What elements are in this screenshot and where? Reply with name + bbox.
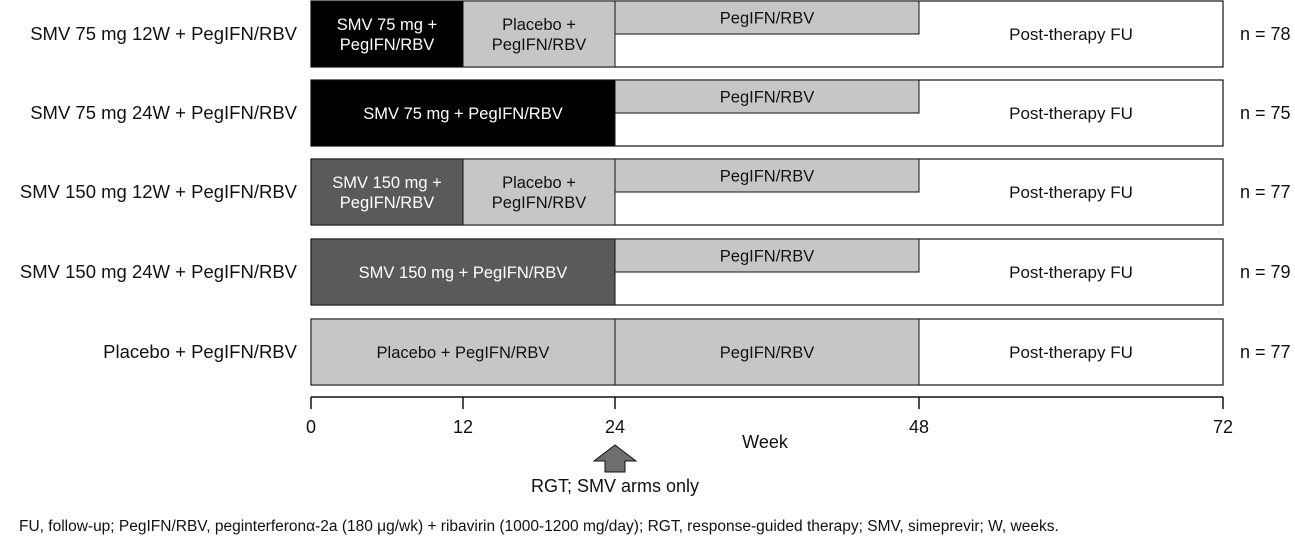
- segment-label: Placebo +: [502, 174, 576, 192]
- arm-row: SMV 150 mg 12W + PegIFN/RBV Post-therapy …: [20, 158, 1291, 226]
- arm-row: SMV 75 mg 12W + PegIFN/RBV Post-therapy F…: [30, 0, 1291, 68]
- segment-label: Placebo + PegIFN/RBV: [377, 344, 550, 362]
- tick-label: 24: [605, 417, 625, 437]
- segment-label: Placebo +: [502, 16, 576, 34]
- rgt-marker: RGT; SMV arms only: [531, 444, 699, 496]
- segment-label: SMV 75 mg + PegIFN/RBV: [363, 105, 562, 123]
- tick-label: 12: [453, 417, 473, 437]
- arm-n-count: n = 79: [1240, 262, 1291, 282]
- footnote: FU, follow-up; PegIFN/RBV, peginterferon…: [19, 518, 1059, 535]
- arm-label: SMV 75 mg 24W + PegIFN/RBV: [30, 102, 297, 123]
- rgt-label: RGT; SMV arms only: [531, 476, 699, 496]
- segment-label: PegIFN/RBV: [492, 194, 586, 212]
- segment-label: SMV 75 mg +: [337, 16, 437, 34]
- arm-n-count: n = 77: [1240, 182, 1291, 202]
- arm-segment: [462, 158, 616, 226]
- arm-segment: [614, 238, 920, 273]
- fu-label: Post-therapy FU: [1009, 343, 1133, 362]
- segment-label: PegIFN/RBV: [720, 10, 814, 28]
- arm-segment: [310, 158, 464, 226]
- fu-label: Post-therapy FU: [1009, 263, 1133, 282]
- fu-label: Post-therapy FU: [1009, 183, 1133, 202]
- tick-label: 48: [909, 417, 929, 437]
- arm-segment: [614, 79, 920, 114]
- arm-n-count: n = 75: [1240, 103, 1291, 123]
- arm-row: SMV 75 mg 24W + PegIFN/RBV Post-therapy F…: [30, 79, 1291, 147]
- segment-label: SMV 150 mg +: [332, 174, 442, 192]
- arm-segment: [310, 0, 464, 68]
- arm-label: Placebo + PegIFN/RBV: [103, 341, 297, 362]
- tick-label: 72: [1213, 417, 1233, 437]
- segment-label: PegIFN/RBV: [720, 89, 814, 107]
- arm-segment: [614, 158, 920, 193]
- arm-row: SMV 150 mg 24W + PegIFN/RBV Post-therapy …: [20, 238, 1291, 306]
- up-arrow-icon: [592, 444, 638, 473]
- segment-label: PegIFN/RBV: [340, 194, 434, 212]
- fu-label: Post-therapy FU: [1009, 104, 1133, 123]
- week-axis: Week 0 12 24 48 72: [306, 396, 1233, 452]
- tick-label: 0: [306, 417, 316, 437]
- segment-label: PegIFN/RBV: [340, 36, 434, 54]
- arm-label: SMV 150 mg 12W + PegIFN/RBV: [20, 181, 298, 202]
- segment-label: PegIFN/RBV: [492, 36, 586, 54]
- axis-title: Week: [742, 432, 789, 452]
- arm-segment: [614, 318, 920, 386]
- treatment-arms: SMV 75 mg 12W + PegIFN/RBV Post-therapy F…: [20, 0, 1291, 386]
- segment-label: PegIFN/RBV: [720, 344, 814, 362]
- arm-segment: [310, 238, 616, 306]
- arm-n-count: n = 78: [1240, 24, 1291, 44]
- fu-label: Post-therapy FU: [1009, 25, 1133, 44]
- segment-label: SMV 150 mg + PegIFN/RBV: [359, 264, 568, 282]
- arm-segment: [462, 0, 616, 68]
- segment-label: PegIFN/RBV: [720, 248, 814, 266]
- arm-label: SMV 150 mg 24W + PegIFN/RBV: [20, 261, 298, 282]
- arm-segment: [310, 79, 616, 147]
- arm-segment: [614, 0, 920, 35]
- arm-row: Placebo + PegIFN/RBV Post-therapy FU Place…: [103, 318, 1291, 386]
- arm-label: SMV 75 mg 12W + PegIFN/RBV: [30, 23, 297, 44]
- arm-n-count: n = 77: [1240, 342, 1291, 362]
- segment-label: PegIFN/RBV: [720, 168, 814, 186]
- arm-segment: [310, 318, 616, 386]
